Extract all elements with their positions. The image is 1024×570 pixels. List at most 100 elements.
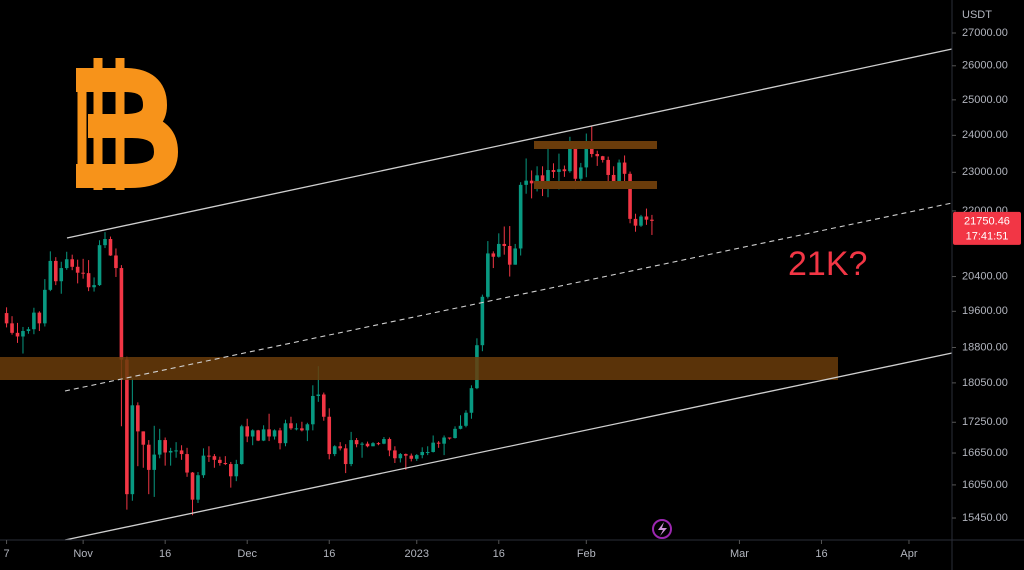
- candle-body: [152, 454, 157, 470]
- candle-body: [15, 332, 20, 337]
- candle-body: [622, 162, 627, 174]
- x-tick-label: 2023: [405, 548, 429, 560]
- x-tick-label: Feb: [577, 548, 596, 560]
- candle-body: [513, 248, 517, 265]
- channel-upper: [66, 48, 953, 239]
- candle-body: [376, 443, 381, 445]
- x-tick-label: Dec: [237, 548, 257, 560]
- y-tick-label: 16050.00: [962, 479, 1008, 491]
- x-tick-label: 16: [159, 548, 171, 560]
- candle-body: [529, 180, 534, 184]
- candle-body: [464, 412, 468, 426]
- candle-body: [447, 437, 452, 439]
- candle-body: [354, 440, 359, 445]
- candle-body: [382, 439, 386, 444]
- candle-body: [64, 259, 69, 269]
- candle-body: [639, 216, 643, 226]
- candle-body: [579, 167, 583, 179]
- y-tick-label: 17250.00: [962, 416, 1008, 428]
- candle-body: [420, 451, 425, 456]
- candle-body: [201, 455, 206, 476]
- candle-body: [453, 428, 457, 439]
- y-tick-label: 24000.00: [962, 129, 1008, 141]
- candle-body: [190, 472, 195, 500]
- candle-body: [611, 174, 616, 182]
- candle-body: [146, 444, 151, 470]
- resistance-box: [534, 141, 657, 149]
- candle-body: [157, 440, 162, 455]
- candle-body: [48, 260, 53, 290]
- x-tick-label: 16: [323, 548, 335, 560]
- candle-body: [546, 170, 550, 187]
- candle-body: [469, 388, 474, 413]
- candle-body: [404, 454, 408, 456]
- candle-body: [568, 144, 572, 172]
- candle-body: [21, 331, 25, 337]
- candle-body: [212, 456, 217, 460]
- candle-body: [250, 430, 255, 437]
- candle-body: [311, 395, 315, 425]
- candle-body: [245, 426, 250, 437]
- candle-body: [458, 425, 463, 429]
- event-icon[interactable]: [652, 519, 672, 539]
- candle-body: [43, 289, 47, 324]
- candle-body: [179, 450, 184, 455]
- candle-body: [431, 442, 435, 452]
- candle-body: [633, 218, 638, 226]
- x-tick-label: Apr: [900, 548, 917, 560]
- candle-body: [229, 464, 233, 477]
- y-tick-label: 15450.00: [962, 512, 1008, 524]
- candle-body: [650, 219, 654, 221]
- candle-body: [119, 268, 124, 360]
- support-box: [534, 181, 657, 189]
- candle-body: [92, 285, 96, 288]
- candle-body: [97, 245, 102, 286]
- candle-body: [507, 245, 512, 265]
- candle-body: [283, 423, 288, 444]
- last-price: 21750.46: [964, 216, 1010, 228]
- y-tick-label: 16650.00: [962, 447, 1008, 459]
- candle-body: [26, 329, 31, 332]
- candle-body: [321, 394, 326, 417]
- y-axis-label: USDT: [962, 9, 992, 21]
- candle-body: [114, 255, 118, 269]
- candle-body: [272, 430, 277, 437]
- candle-body: [136, 405, 140, 432]
- candle-body: [256, 430, 260, 441]
- candle-body: [130, 405, 135, 495]
- candle-body: [278, 430, 282, 444]
- x-tick-label: 7: [4, 548, 10, 560]
- candle-body: [502, 243, 507, 246]
- candle-body: [234, 464, 239, 477]
- candle-body: [70, 259, 74, 267]
- candle-body: [332, 446, 337, 455]
- candle-body: [316, 394, 321, 396]
- support-zone: [0, 357, 838, 380]
- x-tick-label: Mar: [730, 548, 749, 560]
- plot-area: [4, 126, 654, 516]
- candle-body: [168, 450, 173, 453]
- channel-mid: [64, 202, 953, 392]
- candle-body: [223, 462, 228, 465]
- y-tick-label: 19600.00: [962, 305, 1008, 317]
- price-label-box: [953, 211, 1021, 245]
- y-tick-label: 18050.00: [962, 377, 1008, 389]
- y-tick-label: 20400.00: [962, 270, 1008, 282]
- candle-body: [305, 424, 310, 431]
- candle-body: [573, 144, 578, 179]
- candle-body: [535, 175, 539, 184]
- y-tick-label: 18800.00: [962, 341, 1008, 353]
- candle-body: [4, 313, 9, 324]
- candle-body: [81, 272, 85, 274]
- candle-body: [584, 145, 589, 168]
- candle-body: [343, 448, 348, 465]
- candle-body: [393, 450, 397, 459]
- candle-body: [125, 359, 129, 495]
- candle-body: [185, 454, 189, 473]
- candle-body: [300, 428, 304, 431]
- candle-body: [59, 268, 64, 282]
- candle-body: [75, 266, 80, 273]
- annotation: 21K?: [788, 245, 867, 283]
